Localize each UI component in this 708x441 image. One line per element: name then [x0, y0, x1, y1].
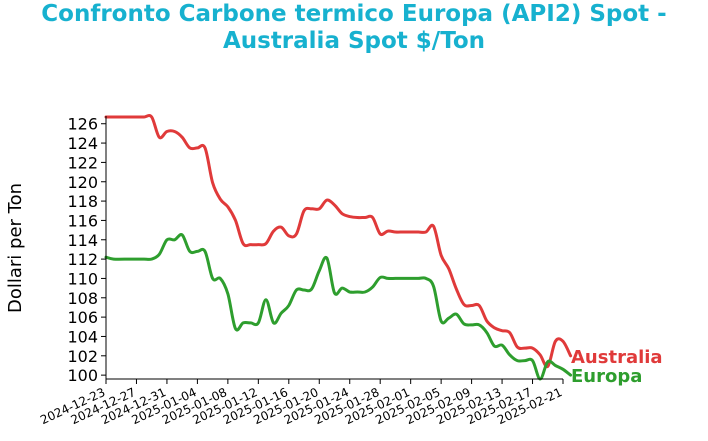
series-label-australia: Australia: [571, 347, 663, 368]
y-tick-label: 100: [67, 366, 98, 385]
y-tick-label: 108: [67, 289, 98, 308]
series-line-europa: [104, 233, 573, 381]
y-tick-label: 110: [67, 269, 98, 288]
y-axis: 1001021041061081101121141161181201221241…: [67, 115, 106, 385]
y-tick-label: 116: [67, 211, 98, 230]
y-axis-title: Dollari per Ton: [5, 183, 26, 313]
x-axis: 2024-12-232024-12-272024-12-312025-01-04…: [38, 379, 564, 427]
chart-title-line-1: Confronto Carbone termico Europa (API2) …: [41, 1, 667, 27]
y-tick-label: 114: [67, 231, 98, 250]
y-tick-label: 104: [67, 327, 98, 346]
y-tick-label: 120: [67, 173, 98, 192]
y-tick-label: 106: [67, 308, 98, 327]
y-tick-label: 102: [67, 347, 98, 366]
y-tick-label: 124: [67, 134, 98, 153]
series-label-europa: Europa: [571, 366, 642, 387]
y-tick-label: 126: [67, 115, 98, 134]
y-tick-label: 122: [67, 153, 98, 172]
y-tick-label: 112: [67, 250, 98, 269]
series-line-australia: [104, 114, 573, 369]
chart-title-line-2: Australia Spot $/Ton: [222, 28, 486, 54]
y-tick-label: 118: [67, 192, 98, 211]
